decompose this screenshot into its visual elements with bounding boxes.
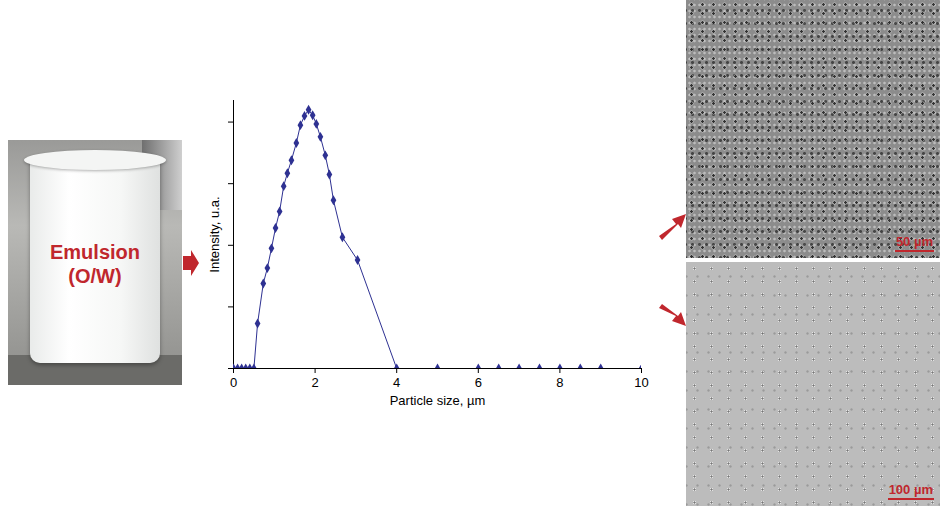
svg-text:10: 10 (634, 375, 648, 390)
svg-text:Intensity, u.a.: Intensity, u.a. (207, 196, 222, 272)
svg-text:2: 2 (311, 375, 318, 390)
html-text:50 µm: 50 µm (895, 234, 933, 249)
html-text:Emulsion (O/W): Emulsion (O/W) (50, 241, 140, 287)
svg-text:8: 8 (556, 375, 563, 390)
svg-text:Particle size, µm: Particle size, µm (390, 393, 486, 408)
html-text:100 µm: 100 µm (888, 482, 933, 497)
svg-text:0: 0 (230, 375, 237, 390)
svg-text:6: 6 (475, 375, 482, 390)
svg-text:4: 4 (393, 375, 400, 390)
